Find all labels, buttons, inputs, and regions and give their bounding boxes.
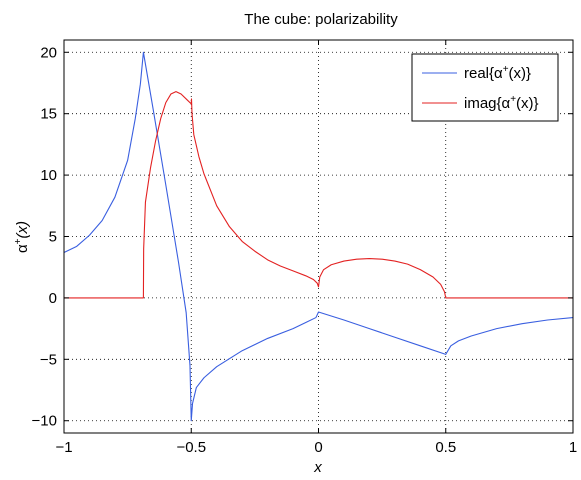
series-line-imag — [64, 91, 573, 299]
y-tick-label: 5 — [49, 229, 57, 246]
legend: real{α+(x)} imag{α+(x)} — [411, 53, 559, 122]
x-tick-label: 0.5 — [435, 439, 456, 456]
tick-labels: −1 −0.5 0 0.5 1 −10 −5 0 5 10 15 20 — [32, 44, 578, 456]
x-tick-label: −1 — [55, 439, 72, 456]
x-tick-label: 1 — [569, 439, 577, 456]
series-layer — [64, 51, 573, 422]
x-tick-label: −0.5 — [176, 439, 206, 456]
legend-imag-label: imag{α+(x)} — [464, 94, 539, 112]
legend-box — [411, 53, 559, 122]
legend-real-label: real{α+(x)} — [464, 64, 531, 82]
y-tick-label: −5 — [40, 351, 57, 368]
y-axis-label-sup: + — [13, 238, 24, 244]
y-tick-label: −10 — [32, 413, 57, 430]
chart-title: The cube: polarizability — [244, 11, 398, 28]
series-line-real — [64, 51, 573, 422]
y-axis-label-base: α — [14, 244, 31, 253]
y-tick-label: 15 — [40, 106, 57, 123]
y-tick-label: 0 — [49, 290, 57, 307]
y-axis-label-tail: (x) — [14, 221, 31, 239]
x-axis-label: x — [313, 459, 322, 476]
x-tick-label: 0 — [314, 439, 322, 456]
y-tick-label: 10 — [40, 167, 57, 184]
y-tick-label: 20 — [40, 44, 57, 61]
grid-lines — [64, 40, 573, 433]
y-axis-label: α+(x) — [13, 221, 31, 253]
axis-ticks — [63, 40, 574, 433]
